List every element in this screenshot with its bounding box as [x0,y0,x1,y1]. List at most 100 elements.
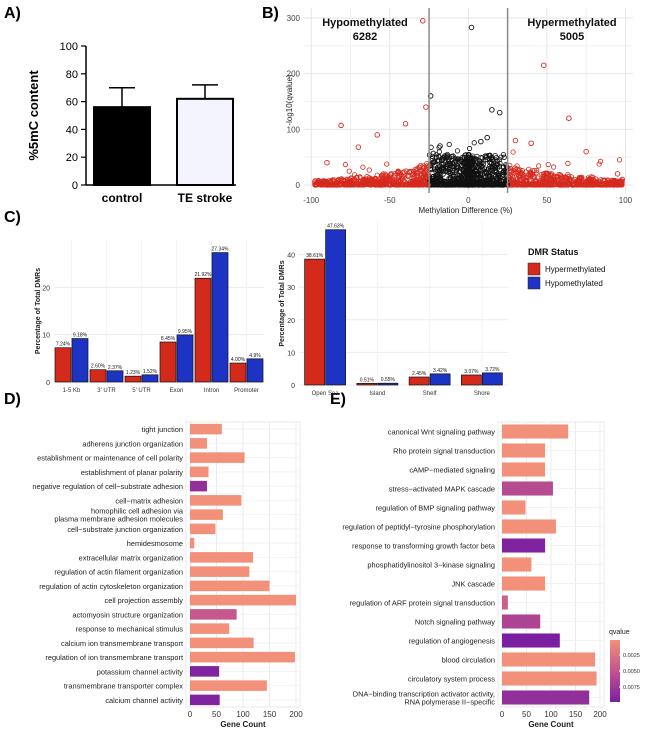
b-point [429,153,435,159]
b-point [453,180,459,186]
e-category-label: phosphatidylinositol 3−kinase signaling [367,561,495,570]
b-point [418,182,424,188]
b-point [484,182,490,188]
c2-data-label: 3.07% [464,369,479,375]
b-point [514,175,521,181]
c2-x-tick-label: Island [369,391,385,397]
b-point [416,164,422,170]
b-point [402,173,408,179]
b-highlight-point [540,62,547,69]
c1-bar-hyper [89,369,107,383]
b-point [458,158,464,164]
b-point [439,180,445,186]
e-legend-title: qvalue [609,629,630,636]
d-bar [190,480,207,492]
c1-bar-hyper [159,341,177,383]
d-bar [190,552,254,563]
b-point [587,176,593,182]
b-point [472,182,478,188]
b-point [413,170,419,177]
d-x-tick-label: 150 [263,710,277,719]
b-y-tick-label: 0 [296,181,301,190]
b-point [516,170,522,176]
b-point [526,181,532,187]
a-bar-control [93,106,151,186]
b-point [500,172,507,178]
e-x-tick-label: 0 [500,710,505,719]
b-point [462,181,468,188]
b-point [439,178,445,184]
d-category-label: establishment or maintenance of cell pol… [37,454,183,463]
c2-y-tick-label: 30 [287,285,295,292]
b-point [565,160,571,166]
d-bar [190,509,223,520]
b-point [531,173,537,179]
e-category-label: circulatory system process [408,675,495,684]
c-legend-swatch-hypo [527,276,541,290]
b-point [534,167,540,174]
b-point [480,174,487,180]
e-category-label: regulation of ARF protein signal transdu… [350,599,495,608]
b-x-tick-label: 50 [542,196,551,205]
c2-y-tick-label: 0 [291,383,295,390]
b-point [493,177,500,183]
b-point [466,155,472,161]
b-point [471,140,477,146]
c1-data-label: 1.23% [126,370,141,376]
b-annotation-hyper-count: 5005 [560,31,584,43]
b-point [510,149,516,155]
b-highlight-point [402,121,409,127]
c1-data-label: 4.00% [231,357,246,363]
b-point [472,155,479,162]
d-bar [190,580,270,592]
c2-bar-hypo [429,373,451,386]
b-point [467,175,473,181]
e-bar [502,443,546,458]
b-point [520,182,526,188]
c2-y-axis-label: Percentage of Total DMRs [279,260,286,346]
b-point [550,164,557,170]
b-annotation-hyper-label: Hypermethylated [527,17,616,29]
b-highlight-point [566,115,572,121]
e-bar [502,652,596,667]
d-category-label: cell−matrix adhesion [115,496,183,505]
b-highlight-point [437,143,443,149]
e-category-label: regulation of BMP signaling pathway [376,504,496,513]
b-point [465,182,472,188]
panel-label-e: E) [330,391,346,408]
b-highlight-point [420,18,426,24]
c1-y-tick-label: 0 [46,380,50,387]
b-highlight-point [338,122,344,129]
b-point [548,171,554,177]
d-category-label: cell−substrate junction organization [67,525,183,534]
a-y-tick-label: 80 [66,69,78,81]
d-bar [190,466,209,478]
e-x-tick-label: 100 [544,710,558,719]
c1-data-label: 7.24% [56,342,71,348]
d-category-label: cell projection assembly [105,596,184,605]
b-point [362,177,368,184]
b-point [450,160,456,166]
c1-y-axis-label: Percentage of Total DMRs [35,268,42,354]
c2-data-label: 47.63% [327,224,345,230]
b-point [433,174,439,180]
e-category-label: regulation of peptidyl−tyrosine phosphor… [342,523,495,532]
b-point [423,175,429,181]
b-point [532,181,538,187]
b-point [450,153,456,159]
b-point [487,159,493,165]
d-category-label: transmembrane transporter complex [64,682,183,691]
b-highlight-point [374,132,380,138]
a-y-tick-label: 0 [72,180,78,192]
e-category-label: DNA−binding transcription activator acti… [353,689,496,706]
b-point [453,169,459,175]
a-y-tick-label: 40 [66,124,78,136]
d-category-label: potassium channel activity [97,667,184,676]
b-highlight-point [478,138,484,145]
b-point [348,175,354,181]
b-point [483,174,489,180]
b-highlight-point [614,171,621,177]
b-point [496,177,503,183]
b-point [420,182,426,188]
c2-bar-hypo [325,229,346,386]
